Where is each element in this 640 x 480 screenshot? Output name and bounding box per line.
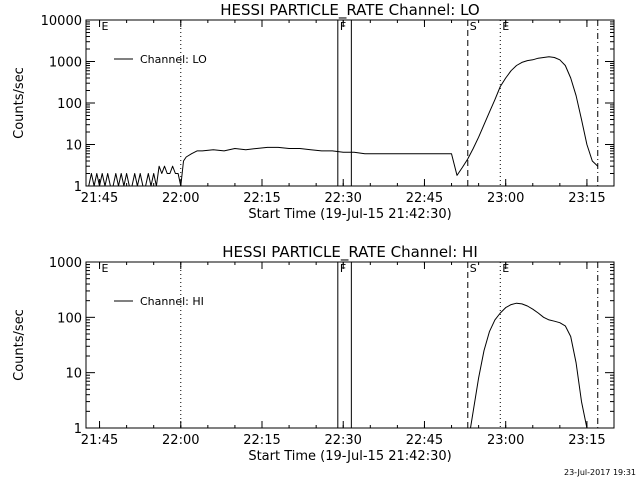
chart-2-legend-label: Channel: HI [140, 295, 204, 308]
chart-1-event-marker-label: F [340, 20, 346, 33]
chart-1-event-marker-label: E [502, 20, 509, 33]
chart-1-plot-frame [85, 19, 615, 187]
chart-1-x-tick-label: 22:00 [162, 191, 199, 206]
chart-2-y-tick-label: 1 [74, 422, 82, 437]
chart-2-x-tick-label: 22:30 [324, 433, 361, 448]
chart-2-title: HESSI PARTICLE_RATE Channel: HI [222, 243, 478, 262]
chart-1-y-tick-label: 100 [57, 97, 82, 112]
chart-2-y-axis-label: Counts/sec [12, 309, 27, 381]
chart-2-x-tick-label: 23:15 [568, 433, 605, 448]
chart-2-event-marker-label: E [102, 262, 109, 275]
chart-1-x-tick-label: 23:00 [487, 191, 524, 206]
chart-2-y-tick-label: 100 [57, 311, 82, 326]
chart-1-legend-label: Channel: LO [140, 53, 207, 66]
chart-2-x-tick-label: 23:00 [487, 433, 524, 448]
chart-2-x-axis-label: Start Time (19-Jul-15 21:42:30) [248, 449, 451, 464]
chart-1-x-tick-label: 23:15 [568, 191, 605, 206]
chart-1-x-tick-label: 22:15 [243, 191, 280, 206]
chart-1-x-tick-label: 21:45 [81, 191, 118, 206]
chart-1-event-marker-label: S [470, 20, 477, 33]
chart-2-x-tick-label: 22:45 [406, 433, 443, 448]
chart-1-x-axis-label: Start Time (19-Jul-15 21:42:30) [248, 207, 451, 222]
chart-1-series-line [88, 56, 599, 187]
chart-1-y-axis-label: Counts/sec [12, 67, 27, 139]
chart-1-y-tick-label: 10000 [41, 14, 82, 29]
chart-1-x-tick-label: 22:45 [406, 191, 443, 206]
chart-2-x-tick-label: 21:45 [81, 433, 118, 448]
chart-2-x-tick-label: 22:00 [162, 433, 199, 448]
chart-1-y-tick-label: 10 [65, 139, 82, 154]
chart-1-panel: HESSI PARTICLE_RATE Channel: LO 21:45 22:0… [12, 1, 615, 222]
chart-1-x-tick-label: 22:30 [324, 191, 361, 206]
chart-2-series-line [470, 302, 588, 429]
chart-1-title: HESSI PARTICLE_RATE Channel: LO [220, 1, 479, 20]
chart-2-panel: HESSI PARTICLE_RATE Channel: HI 21:45 22:0… [12, 243, 615, 464]
chart-1-y-tick-label: 1 [74, 180, 82, 195]
chart-2-event-marker-label: S [470, 262, 477, 275]
chart-2-plot-frame [85, 261, 615, 429]
chart-1-event-marker-label: E [102, 20, 109, 33]
chart-2-y-tick-label: 10 [65, 367, 82, 382]
plot-timestamp: 23-Jul-2017 19:31 [564, 468, 636, 477]
chart-2-event-marker-label: F [340, 262, 346, 275]
chart-2-x-tick-label: 22:15 [243, 433, 280, 448]
chart-1-y-tick-label: 1000 [49, 56, 82, 71]
chart-2-y-tick-label: 1000 [49, 256, 82, 271]
chart-2-event-marker-label: E [502, 262, 509, 275]
